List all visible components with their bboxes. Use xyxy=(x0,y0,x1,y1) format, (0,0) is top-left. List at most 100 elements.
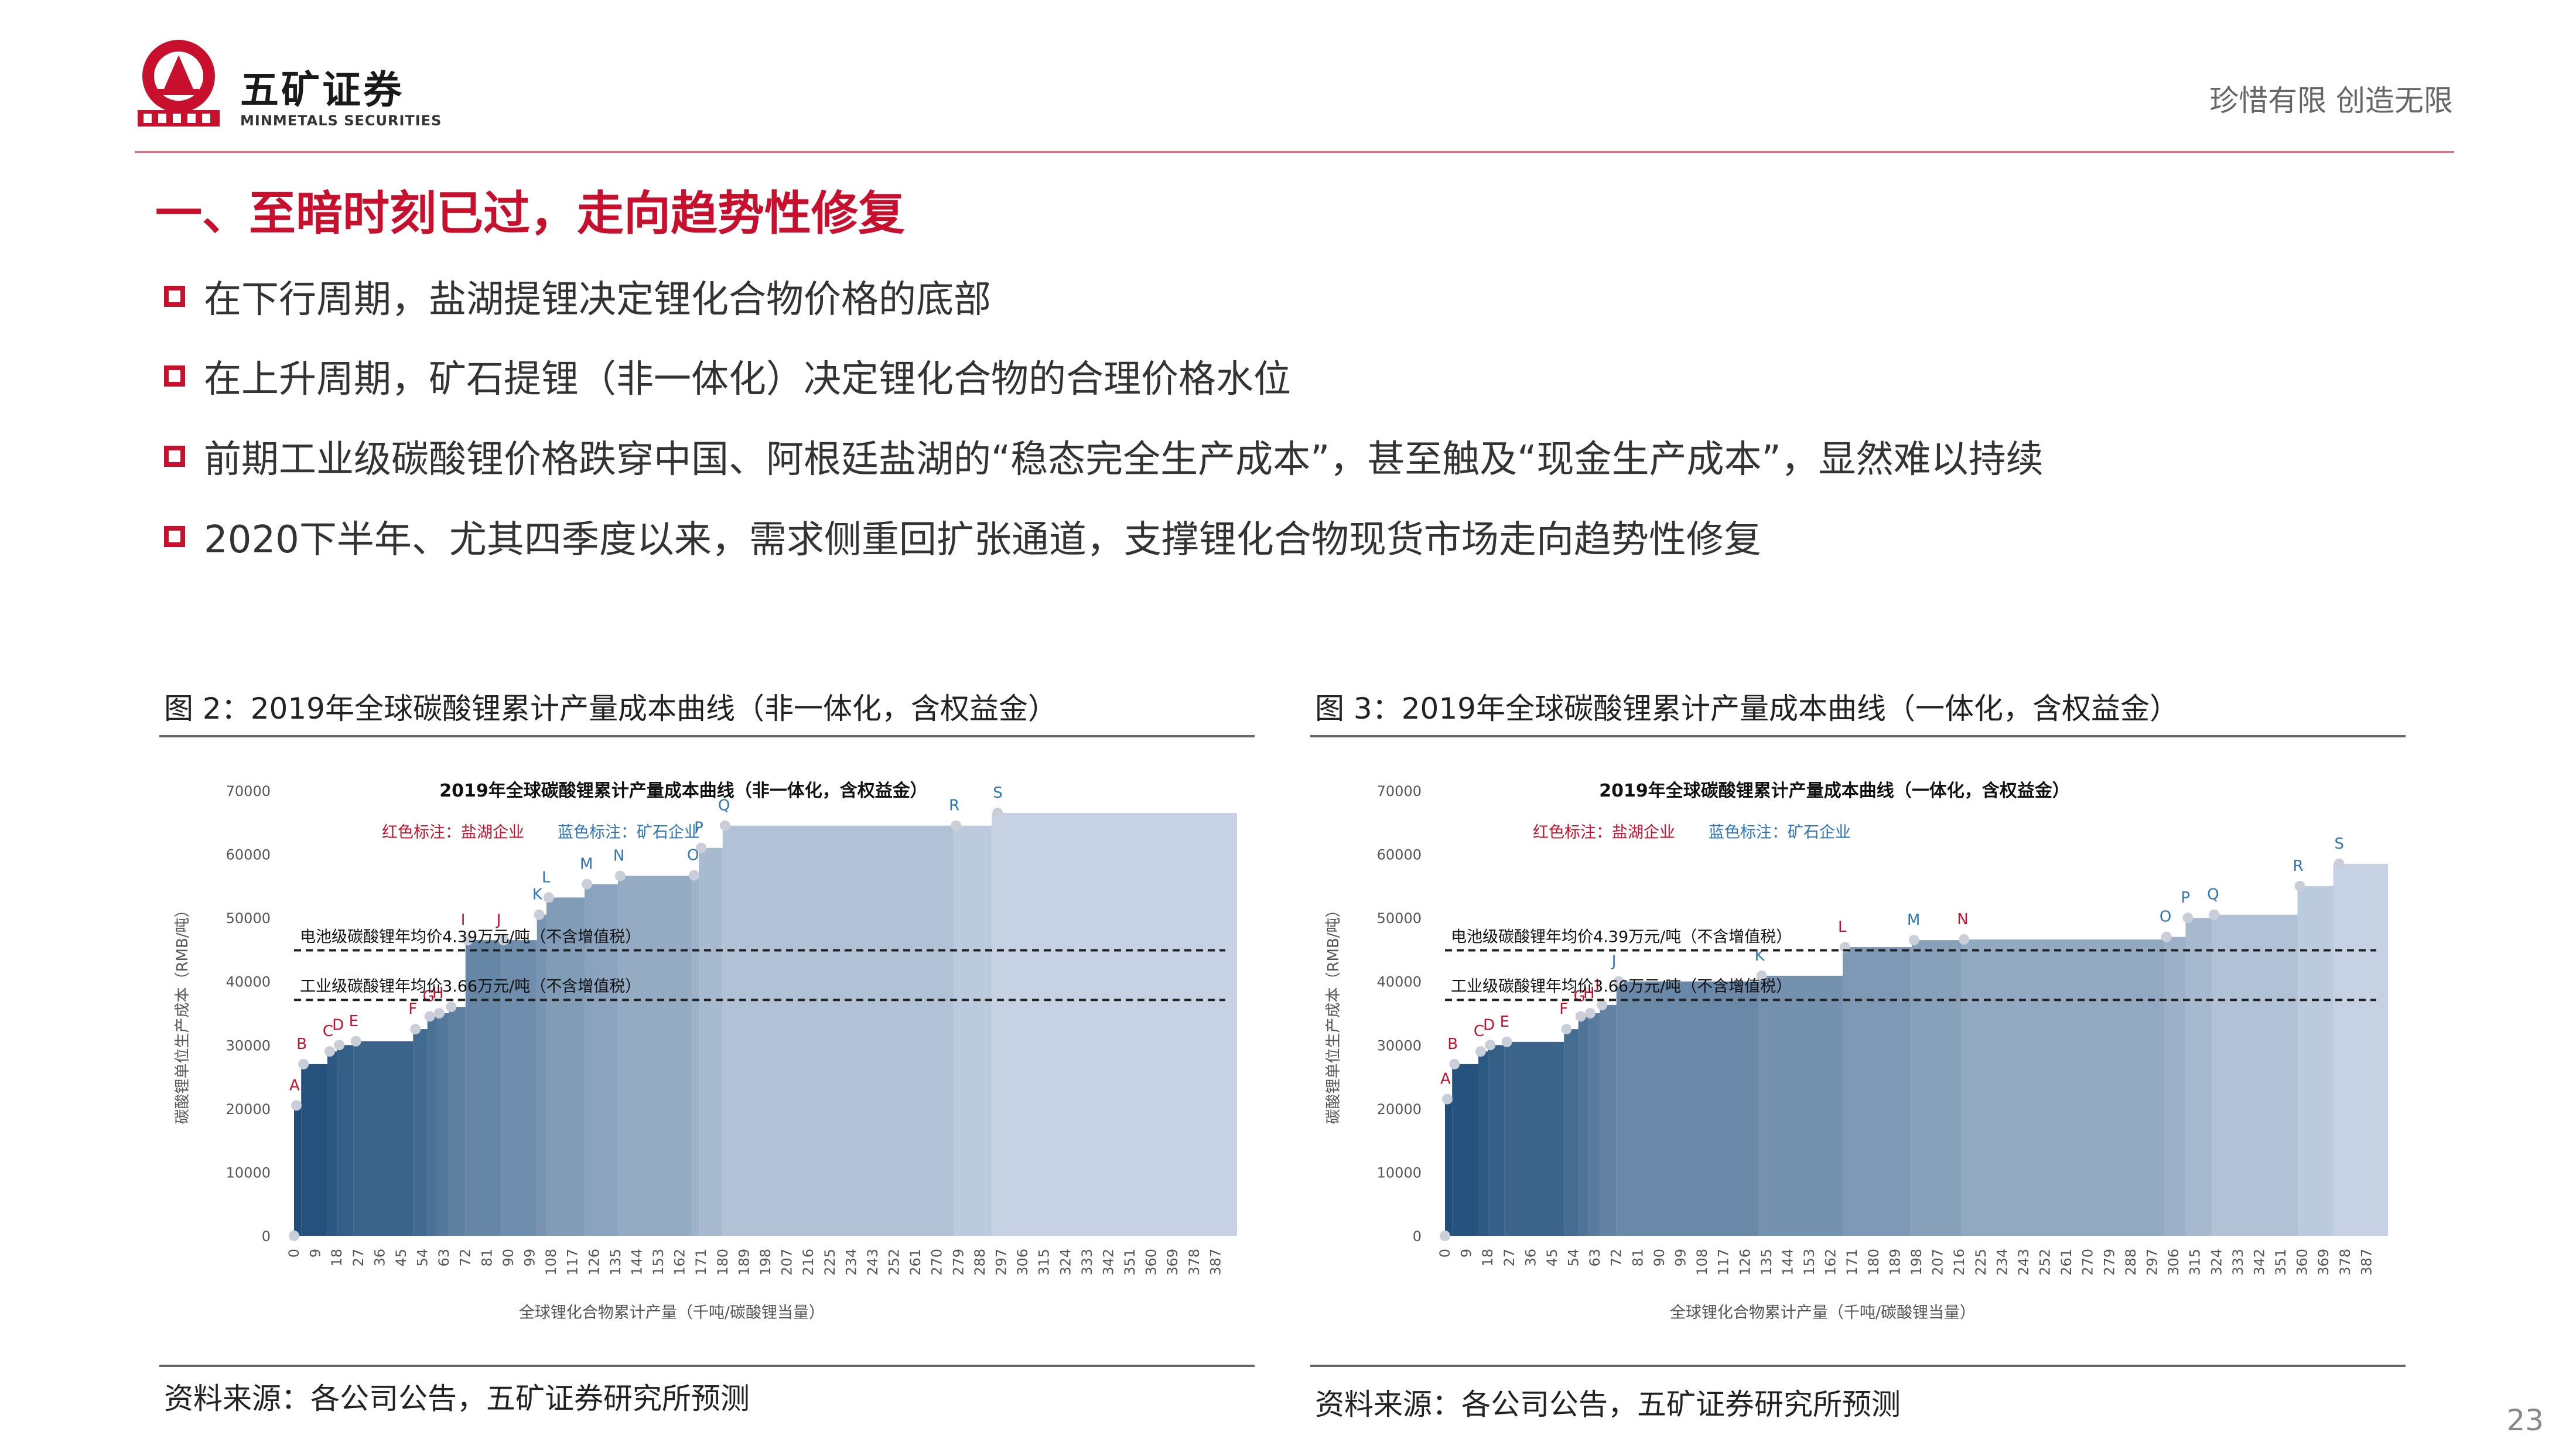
x-tick-label: 162 xyxy=(1823,1249,1839,1276)
x-tick-label: 90 xyxy=(500,1249,517,1267)
segment-label: H xyxy=(1583,985,1595,1002)
y-axis-label: 碳酸锂单位生产成本（RMB/吨） xyxy=(1325,902,1342,1124)
x-tick-label: 279 xyxy=(950,1249,966,1276)
x-tick-label: 270 xyxy=(2080,1249,2096,1276)
company-logo xyxy=(135,35,223,129)
x-tick-label: 9 xyxy=(1458,1249,1475,1257)
cost-segment-bar xyxy=(1759,975,1843,1236)
bullet-text: 在上升周期，矿石提锂（非一体化）决定锂化合物的合理价格水位 xyxy=(204,358,1291,401)
cost-segment-bar xyxy=(1564,1029,1579,1236)
y-tick-label: 60000 xyxy=(226,847,271,863)
chart-title: 2019年全球碳酸锂累计产量成本曲线（一体化，含权益金） xyxy=(1599,781,2070,801)
bullet-item: 在上升周期，矿石提锂（非一体化）决定锂化合物的合理价格水位 xyxy=(164,349,1291,403)
x-tick-label: 117 xyxy=(565,1249,581,1276)
x-tick-label: 333 xyxy=(2230,1249,2246,1276)
segment-marker xyxy=(543,892,554,903)
bullet-item: 前期工业级碳酸锂价格跌穿中国、阿根廷盐湖的“稳态完全生产成本”，甚至触及“现金生… xyxy=(164,429,2044,483)
segment-label: R xyxy=(2293,857,2304,875)
x-tick-label: 126 xyxy=(586,1249,602,1276)
cost-curve-chart-non-integrated: 2019年全球碳酸锂累计产量成本曲线（非一体化，含权益金） 红色标注：盐湖企业 蓝色… xyxy=(159,756,1255,1356)
x-tick-label: 126 xyxy=(1737,1249,1753,1276)
x-tick-label: 378 xyxy=(2337,1249,2353,1276)
x-tick-label: 297 xyxy=(993,1249,1010,1276)
x-tick-label: 342 xyxy=(1100,1249,1116,1276)
caption-divider xyxy=(1310,735,2406,737)
cost-curve-chart-integrated: 2019年全球碳酸锂累计产量成本曲线（一体化，含权益金） 红色标注：盐湖企业 蓝色标… xyxy=(1310,756,2406,1356)
segment-marker xyxy=(410,1024,421,1035)
chart-svg: 2019年全球碳酸锂累计产量成本曲线（非一体化，含权益金） 红色标注：盐湖企业 蓝色… xyxy=(174,781,1237,1322)
segment-label: S xyxy=(2334,835,2344,853)
segment-marker xyxy=(498,935,509,946)
segment-marker xyxy=(1501,1036,1512,1047)
segment-marker xyxy=(1475,1046,1486,1057)
x-tick-label: 72 xyxy=(1608,1249,1625,1267)
x-tick-label: 216 xyxy=(1951,1249,1967,1276)
segment-label: S xyxy=(993,784,1003,802)
x-tick-label: 369 xyxy=(2315,1249,2332,1276)
x-tick-label: 351 xyxy=(1122,1249,1138,1276)
x-tick-label: 171 xyxy=(693,1249,709,1276)
x-tick-label: 54 xyxy=(415,1249,431,1267)
y-tick-label: 70000 xyxy=(1377,783,1422,799)
segment-label: N xyxy=(613,847,624,864)
x-tick-label: 45 xyxy=(1544,1249,1560,1267)
segment-label: C xyxy=(1474,1023,1484,1040)
bullet-square-icon xyxy=(164,365,185,387)
cost-segment-bar xyxy=(1962,939,2164,1236)
segment-label: A xyxy=(289,1077,300,1094)
reference-price-label: 电池级碳酸锂年均价4.39万元/吨（不含增值税） xyxy=(1451,928,1792,946)
cost-segment-bar xyxy=(1911,940,1962,1236)
x-tick-label: 270 xyxy=(929,1249,945,1276)
cost-segment-bar xyxy=(294,1105,302,1236)
x-tick-label: 315 xyxy=(1036,1249,1053,1276)
segment-marker xyxy=(424,1011,435,1022)
segment-marker xyxy=(688,870,699,881)
cost-segment-bar xyxy=(1478,1051,1488,1236)
cost-segment-bar xyxy=(449,1007,466,1236)
segment-label: E xyxy=(349,1013,358,1030)
x-tick-label: 261 xyxy=(907,1249,924,1276)
y-tick-label: 10000 xyxy=(1377,1164,1422,1181)
cost-segment-bar xyxy=(1616,981,1760,1236)
segment-label: D xyxy=(1483,1016,1495,1034)
cost-segment-bar xyxy=(537,914,546,1236)
x-tick-label: 261 xyxy=(2058,1249,2075,1276)
cost-segment-bar xyxy=(1452,1064,1478,1236)
segment-marker xyxy=(1613,976,1624,987)
bullet-text: 前期工业级碳酸锂价格跌穿中国、阿根廷盐湖的“稳态完全生产成本”，甚至触及“现金生… xyxy=(204,438,2044,481)
reference-price-label: 工业级碳酸锂年均价3.66万元/吨（不含增值税） xyxy=(1451,978,1792,996)
x-tick-label: 189 xyxy=(1887,1249,1903,1276)
segment-marker xyxy=(1597,999,1608,1010)
cost-segment-bar xyxy=(337,1045,354,1236)
segment-marker xyxy=(1449,1058,1460,1069)
x-tick-label: 117 xyxy=(1716,1249,1732,1276)
figure-source: 资料来源：各公司公告，五矿证券研究所预测 xyxy=(1315,1388,1901,1421)
x-tick-label: 207 xyxy=(1930,1249,1946,1276)
x-tick-label: 351 xyxy=(2273,1249,2289,1276)
y-tick-label: 60000 xyxy=(1377,847,1422,863)
x-tick-label: 99 xyxy=(1673,1249,1689,1267)
cost-segment-bar xyxy=(1578,1016,1588,1236)
x-axis-label: 全球锂化合物累计产量（千吨/碳酸锂当量） xyxy=(1670,1304,1976,1322)
y-tick-label: 20000 xyxy=(226,1101,271,1117)
segment-marker xyxy=(350,1036,361,1047)
cost-segment-bar xyxy=(722,825,954,1236)
x-tick-label: 99 xyxy=(522,1249,538,1267)
segment-label: J xyxy=(1611,953,1617,970)
x-tick-label: 81 xyxy=(479,1249,495,1267)
x-tick-label: 234 xyxy=(843,1249,859,1276)
x-tick-label: 342 xyxy=(2251,1249,2267,1276)
x-tick-label: 63 xyxy=(436,1249,452,1267)
x-tick-label: 18 xyxy=(329,1249,345,1267)
segment-marker xyxy=(324,1046,335,1057)
x-tick-label: 297 xyxy=(2144,1249,2161,1276)
logo-emblem-icon xyxy=(138,40,220,127)
page-number: 23 xyxy=(2506,1403,2544,1437)
cost-segment-bar xyxy=(1488,1045,1505,1236)
segment-marker xyxy=(2294,880,2305,891)
source-divider xyxy=(159,1365,1255,1367)
origin-marker xyxy=(1440,1231,1450,1241)
x-tick-label: 27 xyxy=(1501,1249,1518,1267)
cost-segment-bar xyxy=(992,813,1237,1236)
segment-label: N xyxy=(1957,911,1968,928)
